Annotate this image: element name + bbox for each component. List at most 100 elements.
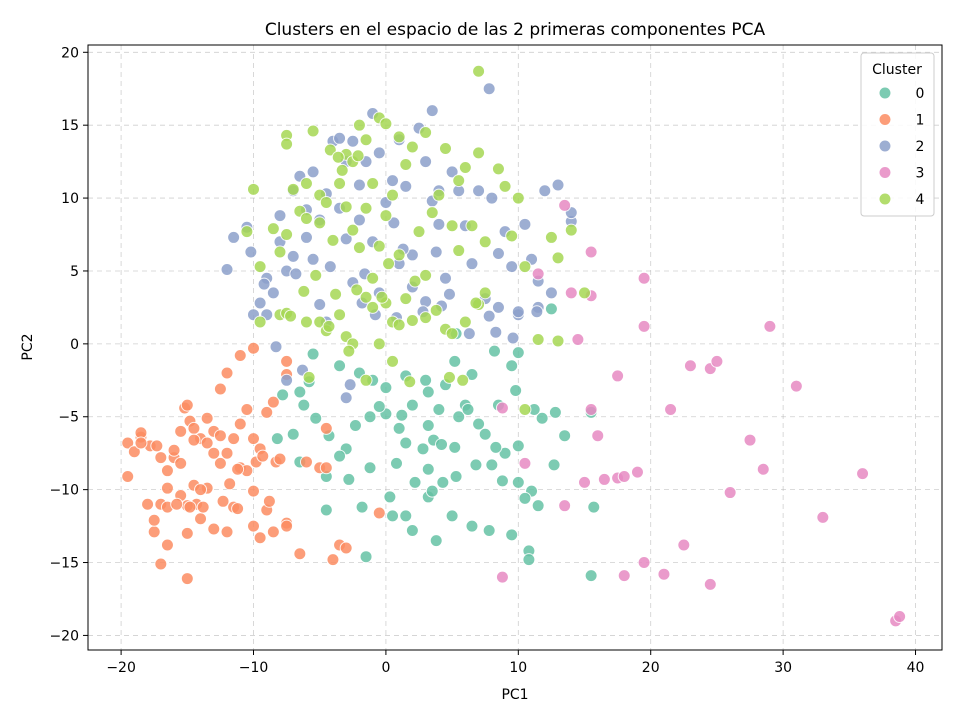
data-point: [683, 359, 697, 373]
y-tick-label: 20: [61, 45, 79, 61]
data-point: [329, 287, 343, 301]
data-point: [403, 375, 417, 389]
data-point: [213, 456, 227, 470]
data-point: [518, 217, 532, 231]
data-point: [617, 470, 631, 484]
data-point: [571, 332, 585, 346]
data-point: [309, 268, 323, 282]
data-point: [472, 184, 486, 198]
data-point: [756, 462, 770, 476]
data-point: [273, 245, 287, 259]
legend-entry-label: 0: [916, 86, 925, 102]
data-point: [399, 436, 413, 450]
data-point: [448, 440, 462, 454]
data-point: [511, 191, 525, 205]
data-point: [253, 315, 267, 329]
data-point: [551, 334, 565, 348]
legend-entry-label: 1: [916, 113, 925, 129]
data-point: [333, 308, 347, 322]
data-point: [491, 300, 505, 314]
data-point: [194, 483, 208, 497]
data-point: [544, 230, 558, 244]
data-point: [478, 427, 492, 441]
data-point: [351, 149, 365, 163]
data-point: [485, 191, 499, 205]
data-point: [352, 118, 366, 132]
data-point: [306, 347, 320, 361]
data-point: [333, 131, 347, 145]
data-point: [339, 232, 353, 246]
data-point: [207, 522, 221, 536]
data-point: [491, 162, 505, 176]
data-point: [611, 369, 625, 383]
data-point: [789, 379, 803, 393]
data-point: [465, 219, 479, 233]
data-point: [399, 179, 413, 193]
data-point: [266, 286, 280, 300]
data-point: [183, 500, 197, 514]
x-tick-label: 10: [509, 660, 527, 676]
data-point: [531, 499, 545, 513]
data-point: [257, 277, 271, 291]
data-point: [233, 417, 247, 431]
data-point: [703, 577, 717, 591]
data-point: [160, 538, 174, 552]
data-point: [558, 499, 572, 513]
data-point: [170, 497, 184, 511]
data-point: [425, 206, 439, 220]
data-point: [273, 209, 287, 223]
data-point: [487, 344, 501, 358]
data-point: [584, 402, 598, 416]
data-point: [302, 370, 316, 384]
data-point: [743, 433, 757, 447]
data-point: [333, 449, 347, 463]
data-point: [506, 331, 520, 345]
data-point: [435, 437, 449, 451]
legend-entry-label: 2: [916, 139, 925, 155]
data-point: [432, 402, 446, 416]
data-point: [297, 284, 311, 298]
data-point: [355, 500, 369, 514]
data-point: [346, 134, 360, 148]
legend-marker: [878, 86, 892, 100]
series-cluster-3: [495, 198, 907, 628]
y-tick-label: 0: [70, 337, 79, 353]
data-point: [154, 557, 168, 571]
data-point: [289, 267, 303, 281]
data-point: [253, 260, 267, 274]
data-point: [326, 233, 340, 247]
data-point: [412, 225, 426, 239]
data-point: [432, 188, 446, 202]
data-point: [372, 239, 386, 253]
data-point: [421, 418, 435, 432]
legend-title: Cluster: [872, 62, 922, 78]
data-point: [386, 354, 400, 368]
x-tick-label: −10: [239, 660, 269, 676]
data-point: [187, 433, 201, 447]
data-point: [335, 163, 349, 177]
data-point: [322, 319, 336, 333]
data-point: [227, 230, 241, 244]
data-point: [617, 569, 631, 583]
data-point: [587, 500, 601, 514]
data-point: [244, 245, 258, 259]
data-point: [286, 427, 300, 441]
data-point: [286, 182, 300, 196]
plot-frame: [87, 44, 943, 651]
data-point: [220, 446, 234, 460]
legend-marker: [878, 113, 892, 126]
data-point: [121, 436, 135, 450]
data-point: [223, 477, 237, 491]
data-point: [408, 274, 422, 288]
data-point: [544, 302, 558, 316]
chart-title: Clusters en el espacio de las 2 primeras…: [265, 20, 766, 40]
data-point: [154, 451, 168, 465]
data-point: [323, 260, 337, 274]
data-point: [339, 541, 353, 555]
data-point: [416, 442, 430, 456]
data-point: [313, 216, 327, 230]
data-point: [509, 384, 523, 398]
data-point: [432, 217, 446, 231]
data-point: [167, 443, 181, 457]
data-point: [597, 472, 611, 486]
